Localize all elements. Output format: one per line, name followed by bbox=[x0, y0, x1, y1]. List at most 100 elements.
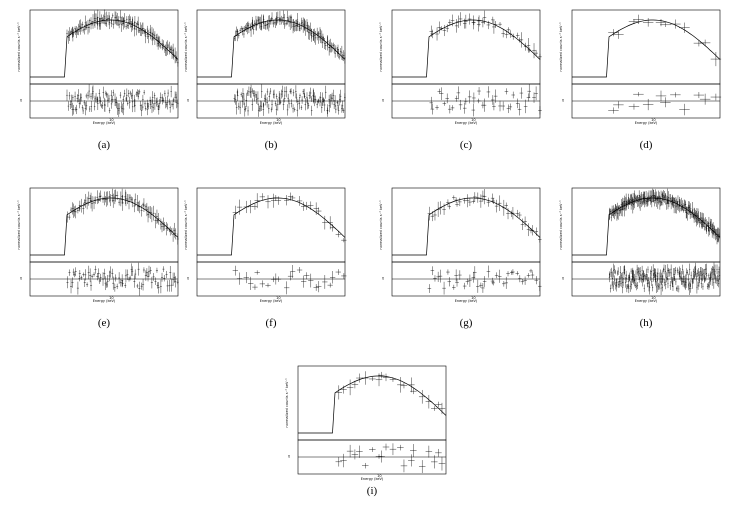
residual-point bbox=[494, 272, 499, 279]
data-point bbox=[672, 197, 674, 208]
data-point bbox=[685, 201, 687, 209]
data-point bbox=[304, 201, 310, 210]
residual-point bbox=[302, 89, 304, 95]
data-point bbox=[686, 206, 688, 219]
residual-point bbox=[233, 94, 236, 103]
data-point bbox=[710, 218, 712, 231]
data-point bbox=[430, 29, 435, 39]
residual-point bbox=[138, 89, 141, 95]
data-point bbox=[620, 199, 622, 211]
data-point bbox=[296, 12, 299, 27]
data-point bbox=[152, 205, 155, 221]
data-point bbox=[146, 25, 149, 33]
data-point bbox=[427, 206, 432, 221]
residual-point bbox=[268, 103, 270, 114]
residual-point bbox=[105, 90, 107, 96]
x-axis-label: Energy (keV) bbox=[361, 477, 384, 481]
data-point bbox=[175, 56, 178, 61]
residual-point bbox=[309, 87, 312, 99]
residual-point bbox=[701, 268, 703, 282]
panel-caption: (c) bbox=[460, 139, 473, 151]
residual-point bbox=[103, 268, 106, 279]
residual-point bbox=[622, 281, 624, 294]
residual-point bbox=[630, 268, 632, 274]
residual-point bbox=[708, 273, 710, 279]
residual-point bbox=[149, 100, 152, 110]
residual-point bbox=[455, 278, 459, 287]
residual-point bbox=[356, 445, 363, 458]
panel: normalized counts s⁻¹ keV⁻¹ χ Energy (keV)… bbox=[184, 187, 347, 329]
residual-point bbox=[410, 444, 417, 458]
residual-point bbox=[164, 96, 167, 109]
model-curve bbox=[30, 19, 179, 78]
data-point bbox=[699, 217, 701, 228]
data-point bbox=[498, 22, 502, 27]
residual-point bbox=[278, 91, 280, 105]
data-point bbox=[682, 203, 684, 210]
data-point bbox=[146, 206, 150, 223]
data-point bbox=[142, 198, 145, 213]
residual-point bbox=[107, 93, 109, 108]
residual-point bbox=[69, 279, 73, 294]
data-point bbox=[530, 225, 535, 236]
residual-point bbox=[270, 107, 273, 113]
residual-point bbox=[76, 281, 79, 295]
residual-point bbox=[84, 269, 87, 281]
data-point bbox=[506, 27, 511, 33]
data-point bbox=[84, 15, 87, 31]
residual-point bbox=[156, 97, 158, 106]
residual-point bbox=[242, 88, 244, 99]
data-point bbox=[703, 222, 705, 231]
residual-point bbox=[629, 272, 631, 282]
residual-point bbox=[126, 88, 128, 102]
data-point bbox=[67, 30, 70, 44]
residual-point bbox=[650, 269, 652, 275]
residual-point bbox=[710, 93, 722, 101]
data-point bbox=[243, 30, 245, 38]
data-point bbox=[481, 190, 485, 202]
data-point bbox=[716, 228, 718, 245]
residual-point bbox=[124, 269, 127, 283]
data-point bbox=[486, 20, 491, 30]
residual-point bbox=[297, 99, 299, 105]
data-point bbox=[289, 15, 291, 30]
data-point bbox=[662, 189, 664, 202]
residual-point bbox=[498, 100, 502, 112]
residual-point bbox=[330, 94, 333, 102]
residual-point bbox=[292, 104, 294, 113]
data-point bbox=[632, 198, 634, 214]
data-point bbox=[442, 203, 446, 215]
data-point bbox=[266, 20, 268, 30]
residual-point bbox=[611, 281, 613, 289]
data-point bbox=[153, 33, 156, 39]
x-tick-label: 10 bbox=[651, 296, 655, 300]
data-point bbox=[699, 39, 711, 47]
data-point bbox=[523, 42, 528, 51]
residual-point bbox=[515, 271, 520, 276]
residual-point bbox=[710, 273, 712, 282]
data-point bbox=[314, 30, 317, 45]
residual-point bbox=[105, 282, 108, 288]
data-point bbox=[665, 196, 668, 210]
data-point bbox=[718, 228, 720, 238]
residual-point bbox=[75, 104, 78, 115]
data-point bbox=[287, 192, 294, 201]
residual-point bbox=[281, 85, 284, 98]
residual-point bbox=[312, 89, 315, 104]
data-point bbox=[241, 28, 244, 36]
residual-point bbox=[255, 94, 258, 104]
residual-point bbox=[122, 102, 125, 116]
residual-point bbox=[665, 272, 668, 283]
residual-point bbox=[322, 97, 325, 103]
residual-point bbox=[269, 88, 272, 95]
residual-point bbox=[128, 96, 131, 109]
residual-point bbox=[458, 270, 462, 280]
residual-point bbox=[264, 94, 266, 102]
data-point bbox=[166, 223, 169, 231]
residual-point bbox=[610, 267, 612, 278]
residual-point bbox=[71, 102, 74, 116]
residual-point bbox=[129, 90, 132, 96]
residual-point bbox=[511, 269, 515, 275]
data-point bbox=[410, 388, 417, 395]
residual-point bbox=[700, 278, 702, 289]
